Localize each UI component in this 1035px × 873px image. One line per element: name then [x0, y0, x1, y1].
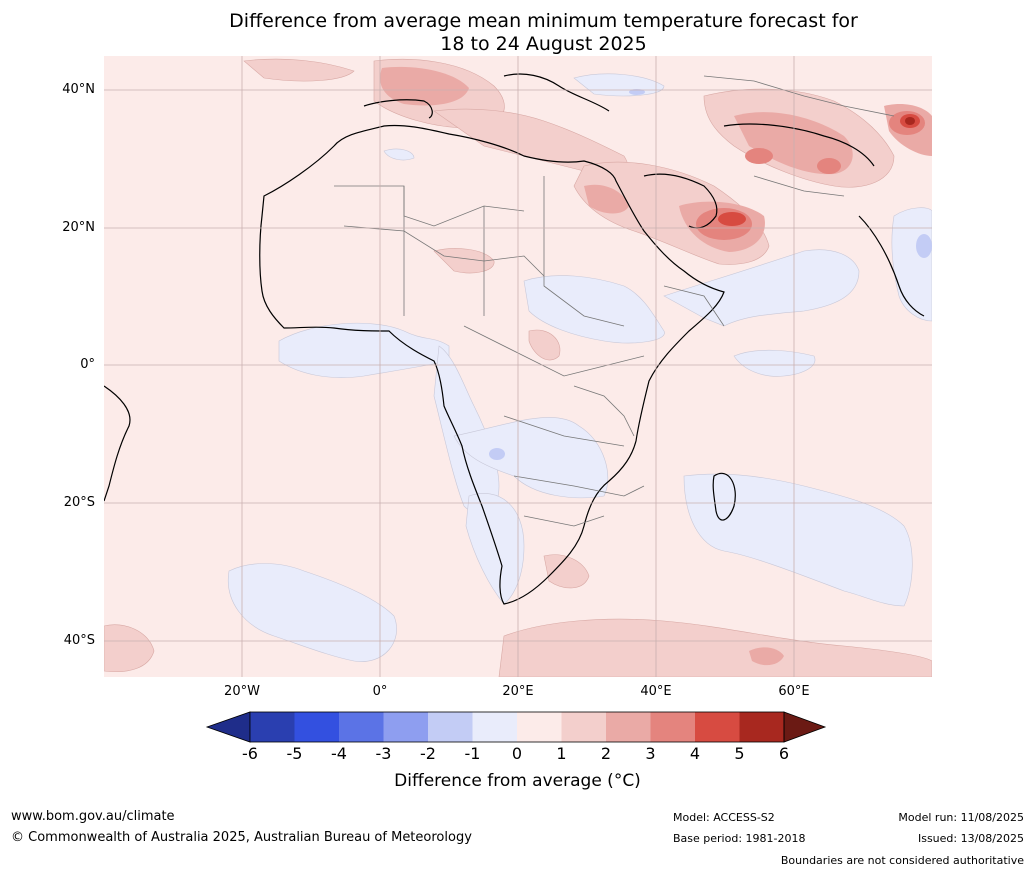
colorbar-tick-label: -6	[242, 744, 258, 763]
colorbar-tick-label: -4	[331, 744, 347, 763]
colorbar-label-text: Difference from average (	[394, 771, 614, 791]
country-borders	[334, 75, 895, 527]
colorbar-cell	[606, 712, 651, 742]
colorbar-tick-label: 5	[734, 744, 745, 763]
footer-copyright: © Commonwealth of Australia 2025, Austra…	[11, 830, 472, 845]
colorbar-tick-label: 4	[689, 744, 701, 763]
colorbar-tick-label: -5	[286, 744, 303, 763]
anomaly-map	[104, 56, 932, 677]
colorbar-cell	[650, 712, 695, 742]
colorbar-outline	[249, 711, 785, 743]
colorbar-tick-label: 0	[511, 744, 523, 763]
colorbar-cell	[250, 712, 295, 742]
lon-label-40e: 40°E	[640, 684, 672, 699]
graticule	[104, 56, 932, 677]
lon-label-0: 0°	[372, 684, 388, 699]
map-title-line-1: Difference from average mean minimum tem…	[229, 10, 858, 32]
footer-model-run: Model run: 11/08/2025	[898, 811, 1024, 824]
colorbar-cell	[517, 712, 562, 742]
colorbar-label: Difference from average (°C)	[0, 771, 1035, 791]
map-title-line-2: 18 to 24 August 2025	[440, 33, 647, 55]
colorbar-tick-label: 3	[645, 744, 656, 763]
warm-5to6-areas	[905, 117, 915, 125]
lon-label-60e: 60°E	[778, 684, 810, 699]
lat-label-20s: 20°S	[63, 495, 95, 510]
lat-label-20n: 20°N	[62, 220, 95, 235]
footer-base-period: Base period: 1981-2018	[673, 832, 806, 845]
colorbar-extend-high	[783, 711, 827, 743]
colorbar-cell	[383, 712, 428, 742]
colorbar-tick-label: 1	[556, 744, 567, 763]
colorbar-cell	[428, 712, 473, 742]
lat-label-40s: 40°S	[63, 633, 95, 648]
coastline	[104, 73, 925, 605]
colorbar-tick-label: -2	[420, 744, 436, 763]
lat-label-0: 0°	[80, 357, 95, 372]
colorbar-cell	[695, 712, 740, 742]
footer-disclaimer: Boundaries are not considered authoritat…	[780, 854, 1024, 867]
footer-issued: Issued: 13/08/2025	[917, 832, 1024, 845]
colorbar-cells	[205, 711, 827, 743]
colorbar-extend-low	[205, 711, 251, 743]
colorbar-cell	[294, 712, 339, 742]
colorbar-label-unit: °C)	[613, 771, 641, 791]
lon-label-20w: 20°W	[224, 684, 260, 699]
colorbar-tick-label: -1	[464, 744, 481, 763]
colorbar-tick-label: -3	[375, 744, 392, 763]
colorbar-tick-label: 6	[778, 744, 790, 763]
footer-model: Model: ACCESS-S2	[673, 811, 775, 824]
colorbar-cell	[472, 712, 517, 742]
colorbar-cell	[561, 712, 606, 742]
colorbar-cell	[339, 712, 384, 742]
cool-anomaly-areas	[227, 73, 932, 662]
lon-label-20e: 20°E	[502, 684, 534, 699]
footer-url: www.bom.gov.au/climate	[11, 809, 175, 824]
cool-core-areas	[489, 89, 932, 460]
colorbar	[205, 711, 827, 743]
colorbar-tick-label: 2	[600, 744, 612, 763]
colorbar-cell	[739, 712, 784, 742]
lat-label-40n: 40°N	[62, 82, 95, 97]
